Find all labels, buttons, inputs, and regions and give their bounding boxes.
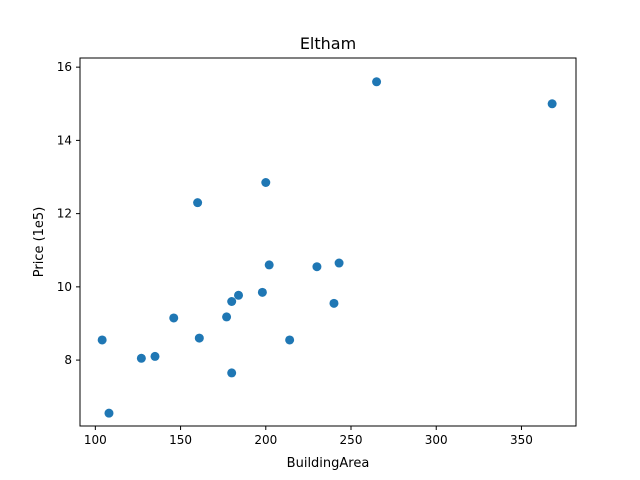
y-tick-label-2: 12	[57, 207, 72, 221]
data-point-17	[334, 258, 344, 268]
data-point-14	[285, 335, 295, 345]
data-point-15	[312, 262, 322, 272]
y-tick-label-0: 8	[64, 353, 72, 367]
data-point-6	[194, 333, 204, 343]
x-tick-label-1: 150	[169, 433, 192, 447]
data-point-0	[97, 335, 107, 345]
y-axis-label: Price (1e5)	[32, 207, 47, 278]
y-axis: 8 10 12 14 16	[57, 60, 80, 367]
y-tick-label-3: 14	[57, 133, 72, 147]
chart-title: Eltham	[300, 34, 356, 53]
plot-frame	[79, 57, 577, 427]
data-point-5	[193, 198, 203, 208]
data-point-2	[136, 353, 146, 363]
data-point-13	[264, 260, 274, 270]
data-point-12	[261, 177, 271, 187]
data-point-4	[169, 313, 179, 323]
data-point-18	[372, 77, 382, 87]
data-point-9	[227, 368, 237, 378]
x-axis: 100 150 200 250 300 350	[84, 426, 533, 447]
y-tick-label-4: 16	[57, 60, 72, 74]
data-point-11	[257, 287, 267, 297]
data-point-7	[222, 312, 232, 322]
x-axis-label: BuildingArea	[287, 456, 370, 471]
plot-area	[97, 77, 557, 418]
data-point-10	[234, 290, 244, 300]
data-point-8	[227, 297, 237, 307]
data-point-19	[547, 99, 557, 109]
x-tick-label-3: 250	[340, 433, 363, 447]
data-point-3	[150, 351, 160, 361]
data-point-16	[329, 298, 339, 308]
data-point-1	[104, 408, 114, 418]
x-tick-label-4: 300	[425, 433, 448, 447]
y-tick-label-1: 10	[57, 280, 72, 294]
x-tick-label-5: 350	[510, 433, 533, 447]
x-tick-label-2: 200	[254, 433, 277, 447]
x-tick-label-0: 100	[84, 433, 107, 447]
